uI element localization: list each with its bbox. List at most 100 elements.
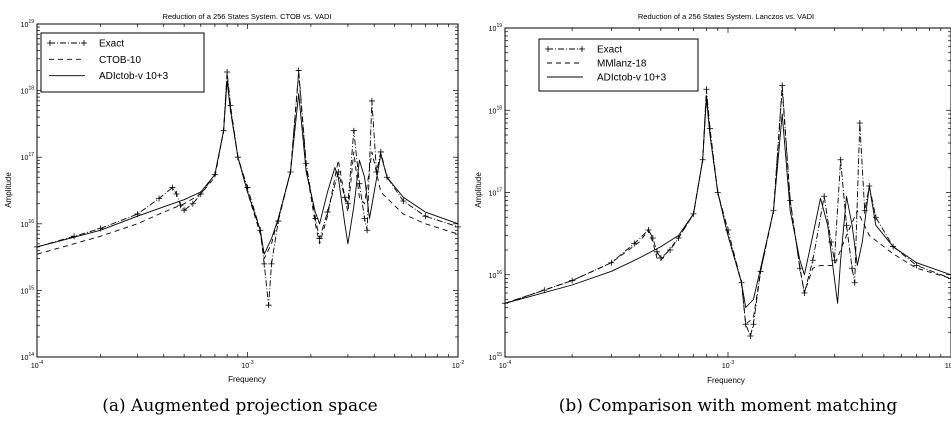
y-tick-label: 1015: [21, 285, 35, 295]
exact-marker: [837, 156, 844, 163]
exact-marker: [851, 279, 858, 286]
exact-marker: [169, 184, 176, 191]
legend: Exact MMlanz-18 ADIctob-v 10+3: [538, 38, 699, 92]
y-tick-exponent: 14: [28, 352, 34, 358]
y-tick-label: 1019: [21, 19, 35, 29]
exact-marker: [725, 227, 731, 233]
exact-marker: [649, 234, 656, 241]
exact-marker: [361, 215, 368, 222]
exact-marker: [809, 257, 816, 264]
exact-marker: [177, 202, 184, 209]
caption-a: (a) Augmented projection space: [102, 396, 378, 416]
y-tick-exponent: 16: [28, 219, 34, 225]
axis-ticks: 10-4 10-3 10-2 1014 1015 1016 1017 1018 1019: [21, 19, 465, 370]
exact-marker: [400, 197, 407, 204]
exact-marker: [750, 321, 757, 328]
legend-box: [538, 38, 699, 92]
series-line-3: [36, 80, 459, 255]
y-tick-label: 1016: [21, 219, 35, 229]
y-tick-exponent: 19: [28, 19, 34, 25]
exact-marker: [779, 82, 786, 89]
axis-ticks: 10-4 10-3 10-2 1015 1016 1017 1018 1019: [489, 23, 951, 370]
y-tick-exponent: 18: [28, 86, 34, 92]
exact-marker: [268, 260, 275, 267]
x-tick-label: 10-4: [31, 360, 43, 370]
exact-marker: [344, 200, 351, 207]
y-tick-label: 1017: [21, 152, 35, 162]
x-tick-label: 10-2: [945, 360, 951, 370]
y-tick-exponent: 19: [496, 23, 502, 29]
x-tick-exponent: -4: [39, 360, 44, 366]
y-tick-label: 1018: [21, 86, 35, 96]
y-tick-label: 1018: [489, 105, 503, 115]
exact-marker: [828, 239, 835, 246]
legend-entry: ADIctob-v 10+3: [597, 73, 667, 84]
x-tick-label: 10-4: [499, 360, 511, 370]
exact-marker: [356, 180, 363, 187]
legend-marker: [47, 40, 53, 46]
exact-marker: [224, 69, 231, 76]
exact-marker: [667, 246, 674, 253]
chart-title: Reduction of a 256 States System. CTOB v…: [163, 12, 332, 21]
exact-marker: [872, 214, 879, 221]
x-tick-exponent: -3: [249, 360, 254, 366]
y-tick-exponent: 17: [28, 152, 34, 158]
exact-marker: [377, 148, 384, 155]
exact-marker: [244, 184, 251, 191]
y-axis-label: Amplitude: [4, 172, 13, 208]
x-tick-label: 10-2: [452, 360, 464, 370]
exact-marker: [913, 262, 920, 269]
y-tick-label: 1014: [21, 352, 35, 362]
y-tick-label: 1016: [489, 270, 503, 280]
exact-marker: [364, 227, 371, 234]
x-tick-exponent: -2: [460, 360, 465, 366]
x-tick-exponent: -4: [507, 360, 512, 366]
panel-a: Reduction of a 256 States System. CTOB v…: [4, 12, 464, 384]
panel-b: Reduction of a 256 States System. Lanczo…: [474, 12, 951, 385]
legend-marker: [545, 46, 551, 52]
y-tick-label: 1019: [489, 23, 503, 33]
exact-marker: [265, 302, 272, 309]
exact-marker: [569, 277, 576, 284]
legend: Exact CTOB-10 ADIctob-v 10+3: [40, 32, 205, 93]
exact-marker: [156, 195, 163, 202]
exact-marker: [856, 119, 863, 126]
exact-marker: [181, 207, 188, 214]
exact-marker: [350, 127, 357, 134]
exact-marker: [849, 265, 856, 272]
legend-marker: [81, 40, 87, 46]
exact-marker: [261, 260, 268, 267]
y-axis-label: Amplitude: [474, 172, 483, 208]
exact-marker: [295, 67, 302, 74]
y-tick-exponent: 15: [496, 352, 502, 358]
series-group: [502, 82, 951, 340]
exact-marker: [608, 259, 615, 266]
exact-marker: [948, 275, 951, 282]
y-tick-exponent: 15: [28, 285, 34, 291]
legend-entry: Exact: [99, 39, 124, 50]
exact-marker: [747, 333, 754, 340]
exact-marker: [368, 97, 375, 104]
exact-marker: [843, 222, 850, 229]
exact-marker: [455, 223, 461, 230]
x-tick-label: 10-3: [241, 360, 253, 370]
exact-marker: [324, 209, 331, 216]
y-tick-label: 1017: [489, 188, 503, 198]
y-tick-exponent: 17: [496, 188, 502, 194]
chart-title: Reduction of a 256 States System. Lanczo…: [638, 12, 814, 21]
exact-marker: [173, 191, 180, 198]
x-axis-label: Frequency: [228, 375, 266, 384]
exact-marker: [631, 240, 638, 247]
exact-marker: [422, 213, 429, 220]
x-tick-exponent: -3: [730, 360, 735, 366]
y-tick-exponent: 16: [496, 270, 502, 276]
series-line-1: [504, 85, 951, 337]
legend-marker: [579, 46, 585, 52]
legend-entry: Exact: [597, 45, 622, 56]
exact-marker: [703, 86, 710, 93]
x-tick-label: 10-3: [722, 360, 734, 370]
legend-entry: MMlanz-18: [597, 59, 647, 70]
exact-marker: [653, 248, 660, 255]
exact-marker: [189, 200, 196, 207]
series-line-2: [504, 88, 951, 325]
